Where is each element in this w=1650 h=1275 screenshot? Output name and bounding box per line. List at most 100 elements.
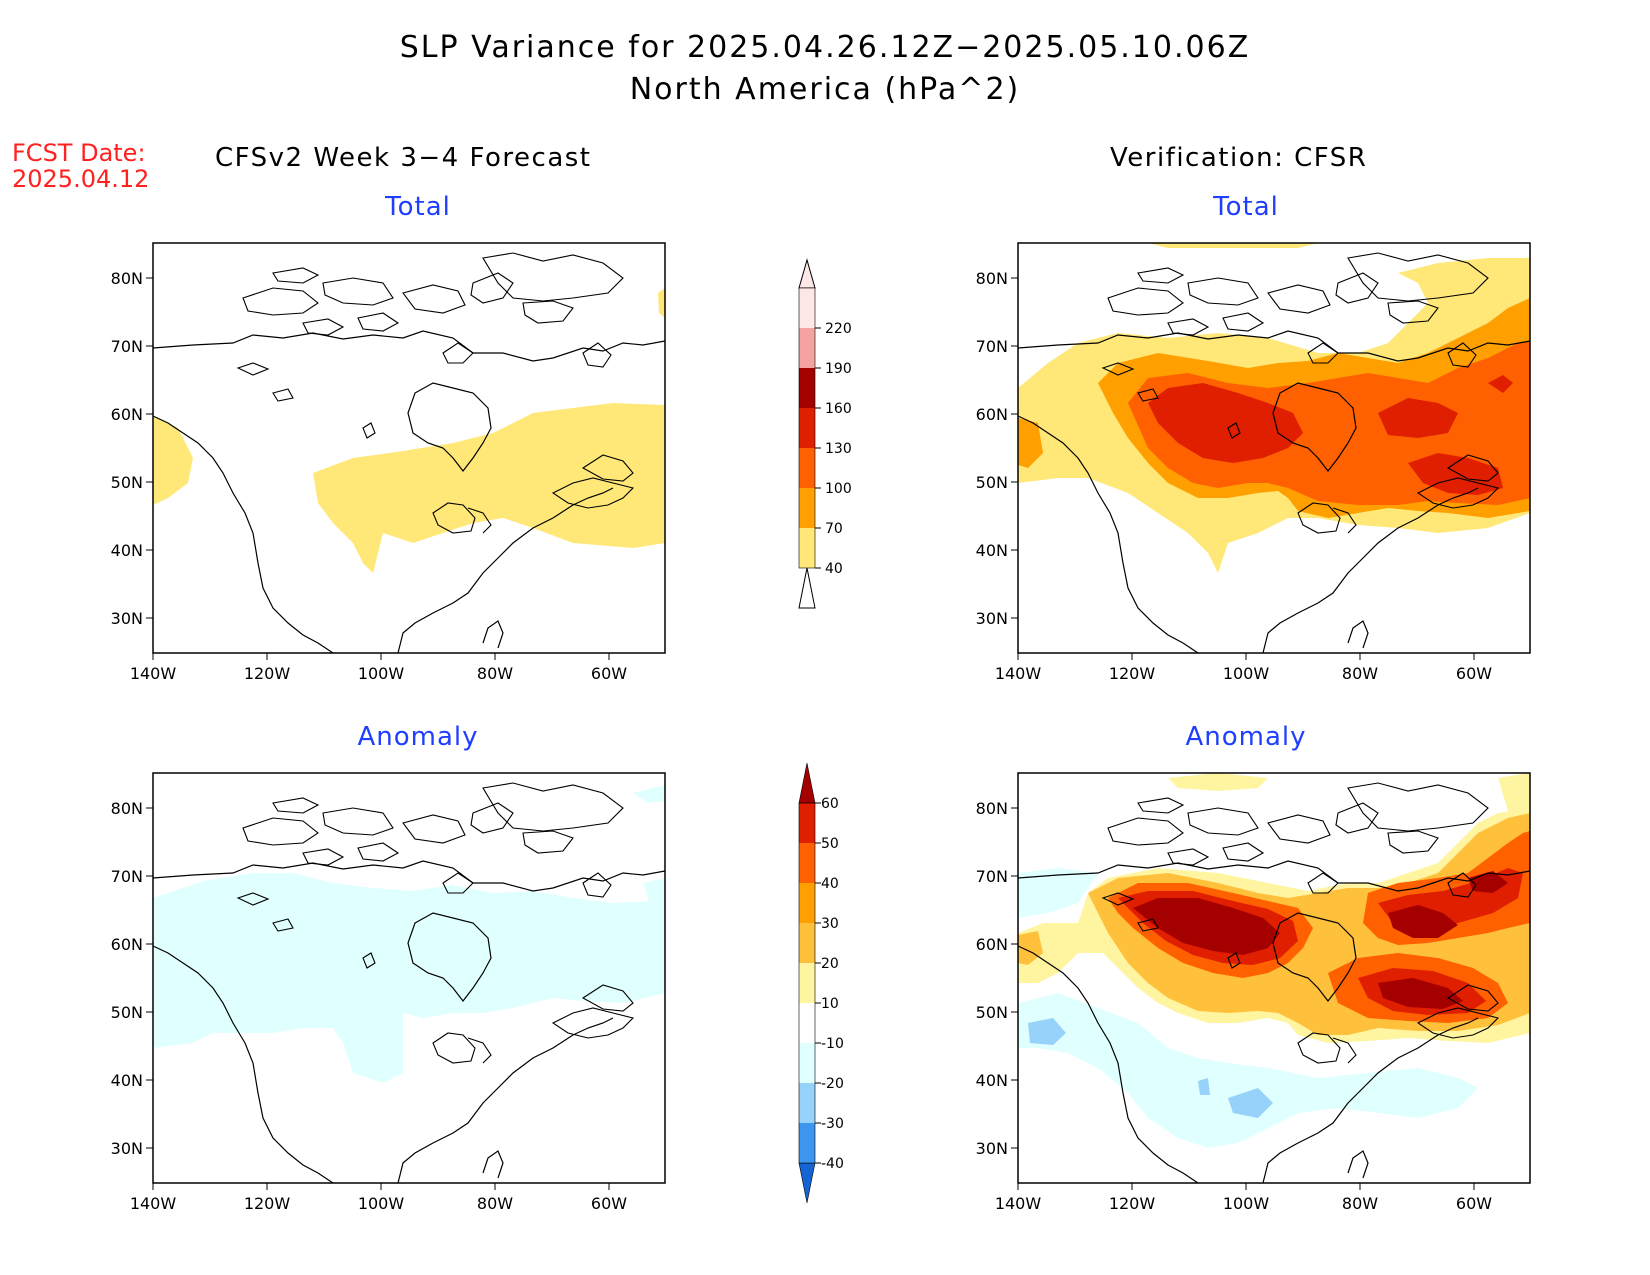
lon-tick-label: 80W bbox=[477, 1194, 513, 1213]
fcst-date-block: FCST Date: 2025.04.12 bbox=[12, 140, 149, 192]
lat-tick-label: 30N bbox=[111, 609, 143, 628]
anomaly-colorbar-box bbox=[799, 923, 815, 963]
anomaly-colorbar-label: -40 bbox=[821, 1156, 844, 1172]
lat-tick-label: 80N bbox=[976, 799, 1008, 818]
verification-total-title: Total bbox=[1213, 192, 1279, 222]
lon-tick-label: 60W bbox=[1456, 664, 1492, 683]
lon-tick-label: 140W bbox=[130, 1194, 177, 1213]
total-colorbar: 40 70 100 130 160 190 220 bbox=[798, 258, 852, 609]
lat-tick-label: 50N bbox=[111, 1003, 143, 1022]
lat-tick-label: 80N bbox=[111, 799, 143, 818]
total-colorbar-label: 40 bbox=[825, 561, 843, 577]
lon-tick-label: 140W bbox=[130, 664, 177, 683]
anomaly-colorbar-bottom-arrow bbox=[798, 1162, 816, 1204]
lat-tick-label: 30N bbox=[976, 1139, 1008, 1158]
main-title: SLP Variance for 2025.04.26.12Z−2025.05.… bbox=[399, 30, 1251, 65]
lat-tick-label: 30N bbox=[976, 609, 1008, 628]
anomaly-colorbar: -40 -30 -20 -10 10 20 30 40 50 60 bbox=[798, 762, 844, 1204]
lat-tick-label: 60N bbox=[111, 405, 143, 424]
total-colorbar-label: 160 bbox=[825, 401, 852, 417]
lat-tick-label: 60N bbox=[111, 935, 143, 954]
anomaly-colorbar-label: 10 bbox=[821, 996, 839, 1012]
lat-tick-label: 40N bbox=[111, 541, 143, 560]
total-colorbar-box bbox=[799, 288, 815, 328]
lat-tick-label: 70N bbox=[111, 867, 143, 886]
anomaly-colorbar-box bbox=[799, 803, 815, 843]
lon-tick-label: 100W bbox=[1223, 664, 1270, 683]
total-colorbar-box bbox=[799, 448, 815, 488]
lon-tick-label: 120W bbox=[1109, 664, 1156, 683]
lon-tick-label: 60W bbox=[591, 664, 627, 683]
anomaly-colorbar-box bbox=[799, 1123, 815, 1163]
anomaly-colorbar-box bbox=[799, 843, 815, 883]
lon-tick-label: 100W bbox=[358, 1194, 405, 1213]
anomaly-colorbar-label: -10 bbox=[821, 1036, 844, 1052]
anomaly-colorbar-box bbox=[799, 1043, 815, 1083]
forecast-column-title: CFSv2 Week 3−4 Forecast bbox=[215, 143, 592, 173]
anomaly-colorbar-top-arrow bbox=[798, 762, 816, 804]
forecast-total-panel bbox=[152, 242, 666, 654]
lat-tick-label: 70N bbox=[111, 337, 143, 356]
lat-tick-label: 70N bbox=[976, 867, 1008, 886]
anomaly-colorbar-box bbox=[799, 883, 815, 923]
anomaly-colorbar-label: 50 bbox=[821, 836, 839, 852]
total-colorbar-box bbox=[799, 488, 815, 528]
lon-tick-label: 80W bbox=[1342, 1194, 1378, 1213]
lat-tick-label: 70N bbox=[976, 337, 1008, 356]
lon-tick-label: 140W bbox=[995, 664, 1042, 683]
lon-tick-label: 60W bbox=[1456, 1194, 1492, 1213]
lat-tick-label: 30N bbox=[111, 1139, 143, 1158]
anomaly-colorbar-label: 20 bbox=[821, 956, 839, 972]
anomaly-colorbar-box bbox=[799, 963, 815, 1003]
lon-tick-label: 120W bbox=[244, 664, 291, 683]
lat-tick-label: 50N bbox=[111, 473, 143, 492]
lon-tick-label: 120W bbox=[1109, 1194, 1156, 1213]
fcst-date-label: FCST Date: bbox=[12, 139, 146, 167]
lon-tick-label: 100W bbox=[1223, 1194, 1270, 1213]
lon-tick-label: 80W bbox=[477, 664, 513, 683]
main-subtitle: North America (hPa^2) bbox=[629, 72, 1021, 107]
lon-tick-label: 60W bbox=[591, 1194, 627, 1213]
total-colorbar-label: 70 bbox=[825, 521, 843, 537]
lat-tick-label: 80N bbox=[111, 269, 143, 288]
lat-tick-label: 40N bbox=[976, 1071, 1008, 1090]
lon-tick-label: 100W bbox=[358, 664, 405, 683]
anomaly-colorbar-label: 60 bbox=[821, 796, 839, 812]
lat-tick-label: 80N bbox=[976, 269, 1008, 288]
forecast-total-shading bbox=[153, 288, 665, 573]
lat-tick-label: 50N bbox=[976, 473, 1008, 492]
fcst-date-value: 2025.04.12 bbox=[12, 165, 150, 193]
verification-anomaly-panel bbox=[1017, 772, 1531, 1184]
anomaly-colorbar-label: 40 bbox=[821, 876, 839, 892]
anomaly-colorbar-label: 30 bbox=[821, 916, 839, 932]
axes-layer: 80N 70N 60N 50N 40N 30N 140W 120W 100W 80W 60W 80N 7… bbox=[111, 269, 1493, 1213]
forecast-anomaly-shading bbox=[153, 785, 665, 1083]
total-colorbar-label: 190 bbox=[825, 361, 852, 377]
total-colorbar-box bbox=[799, 408, 815, 448]
lat-tick-label: 40N bbox=[111, 1071, 143, 1090]
forecast-anomaly-title: Anomaly bbox=[357, 722, 479, 752]
lat-tick-label: 50N bbox=[976, 1003, 1008, 1022]
total-colorbar-box bbox=[799, 328, 815, 368]
lon-tick-label: 140W bbox=[995, 1194, 1042, 1213]
total-colorbar-top-arrow bbox=[798, 258, 816, 289]
anomaly-colorbar-label: -20 bbox=[821, 1076, 844, 1092]
verification-total-panel bbox=[1017, 242, 1531, 654]
anomaly-colorbar-box bbox=[799, 1083, 815, 1123]
lon-tick-label: 80W bbox=[1342, 664, 1378, 683]
total-colorbar-label: 130 bbox=[825, 441, 852, 457]
verification-anomaly-title: Anomaly bbox=[1185, 722, 1307, 752]
lon-tick-label: 120W bbox=[244, 1194, 291, 1213]
lat-tick-label: 60N bbox=[976, 405, 1008, 424]
verification-column-title: Verification: CFSR bbox=[1110, 143, 1368, 173]
forecast-anomaly-panel bbox=[152, 772, 666, 1184]
forecast-total-title: Total bbox=[385, 192, 451, 222]
lat-tick-label: 40N bbox=[976, 541, 1008, 560]
anomaly-colorbar-label: -30 bbox=[821, 1116, 844, 1132]
total-colorbar-box bbox=[799, 528, 815, 568]
total-colorbar-label: 100 bbox=[825, 481, 852, 497]
verification-anomaly-shading bbox=[1018, 773, 1530, 1148]
total-colorbar-box bbox=[799, 368, 815, 408]
lat-tick-label: 60N bbox=[976, 935, 1008, 954]
